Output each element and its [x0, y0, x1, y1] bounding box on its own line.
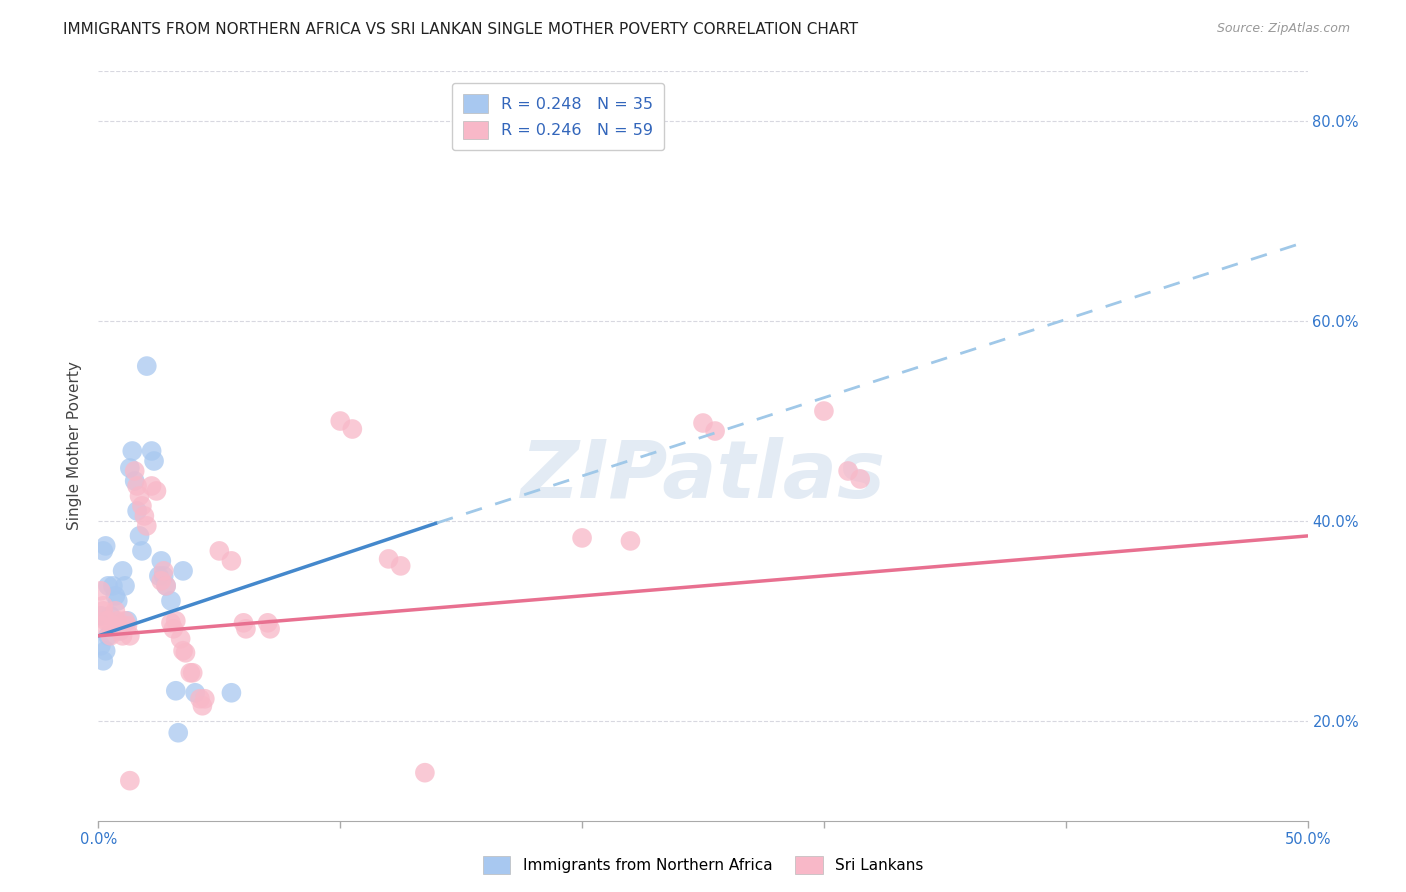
Point [172, 564, 194, 578]
Point [619, 533, 641, 548]
Point [131, 499, 153, 513]
Point [111, 564, 134, 578]
Point [342, 422, 364, 436]
Point [91, 654, 114, 668]
Point [813, 404, 835, 418]
Point [97, 579, 120, 593]
Point [114, 614, 136, 628]
Point [101, 579, 124, 593]
Point [389, 558, 412, 573]
Point [90, 619, 112, 633]
Point [97, 614, 120, 628]
Point [100, 629, 122, 643]
Point [184, 686, 207, 700]
Point [90, 583, 112, 598]
Point [94, 539, 117, 553]
Point [121, 444, 143, 458]
Point [117, 619, 139, 633]
Point [148, 569, 170, 583]
Point [97, 629, 120, 643]
Point [127, 504, 149, 518]
Point [101, 619, 124, 633]
Point [100, 608, 122, 623]
Point [124, 464, 146, 478]
Point [235, 622, 257, 636]
Point [91, 544, 114, 558]
Point [145, 483, 167, 498]
Point [256, 615, 278, 630]
Point [104, 589, 127, 603]
Point [90, 639, 112, 653]
Text: IMMIGRANTS FROM NORTHERN AFRICA VS SRI LANKAN SINGLE MOTHER POVERTY CORRELATION : IMMIGRANTS FROM NORTHERN AFRICA VS SRI L… [63, 22, 859, 37]
Point [221, 554, 243, 568]
Point [131, 544, 153, 558]
Point [141, 479, 163, 493]
Point [152, 569, 174, 583]
Point [90, 608, 112, 623]
Y-axis label: Single Mother Poverty: Single Mother Poverty [67, 361, 83, 531]
Point [152, 564, 174, 578]
Point [150, 554, 173, 568]
Point [117, 614, 139, 628]
Point [107, 614, 129, 628]
Point [135, 359, 157, 373]
Point [150, 574, 173, 588]
Point [155, 579, 177, 593]
Point [221, 686, 243, 700]
Point [127, 479, 149, 493]
Text: ZIPatlas: ZIPatlas [520, 437, 886, 515]
Point [259, 622, 281, 636]
Point [692, 416, 714, 430]
Point [849, 472, 872, 486]
Point [111, 629, 134, 643]
Point [107, 594, 129, 608]
Point [118, 773, 141, 788]
Point [413, 765, 436, 780]
Point [124, 474, 146, 488]
Point [143, 454, 166, 468]
Point [174, 646, 197, 660]
Point [91, 604, 114, 618]
Point [160, 594, 183, 608]
Point [165, 683, 187, 698]
Point [128, 489, 150, 503]
Text: Source: ZipAtlas.com: Source: ZipAtlas.com [1216, 22, 1350, 36]
Point [104, 604, 127, 618]
Point [837, 464, 859, 478]
Point [108, 624, 131, 638]
Point [94, 614, 117, 628]
Point [162, 622, 184, 636]
Point [118, 629, 141, 643]
Point [208, 544, 231, 558]
Point [135, 519, 157, 533]
Point [134, 508, 156, 523]
Point [165, 614, 187, 628]
Point [160, 615, 183, 630]
Point [108, 624, 131, 638]
Point [191, 698, 214, 713]
Point [167, 725, 190, 739]
Point [179, 665, 201, 680]
Point [571, 531, 593, 545]
Point [94, 644, 117, 658]
Point [141, 444, 163, 458]
Point [704, 424, 727, 438]
Point [118, 461, 141, 475]
Point [188, 691, 211, 706]
Point [169, 632, 191, 646]
Point [155, 579, 177, 593]
Point [329, 414, 352, 428]
Point [194, 691, 217, 706]
Point [377, 552, 399, 566]
Point [91, 599, 114, 613]
Point [172, 644, 194, 658]
Legend: Immigrants from Northern Africa, Sri Lankans: Immigrants from Northern Africa, Sri Lan… [477, 850, 929, 880]
Point [181, 665, 204, 680]
Point [114, 579, 136, 593]
Point [128, 529, 150, 543]
Point [232, 615, 254, 630]
Legend: R = 0.248   N = 35, R = 0.246   N = 59: R = 0.248 N = 35, R = 0.246 N = 59 [451, 83, 664, 151]
